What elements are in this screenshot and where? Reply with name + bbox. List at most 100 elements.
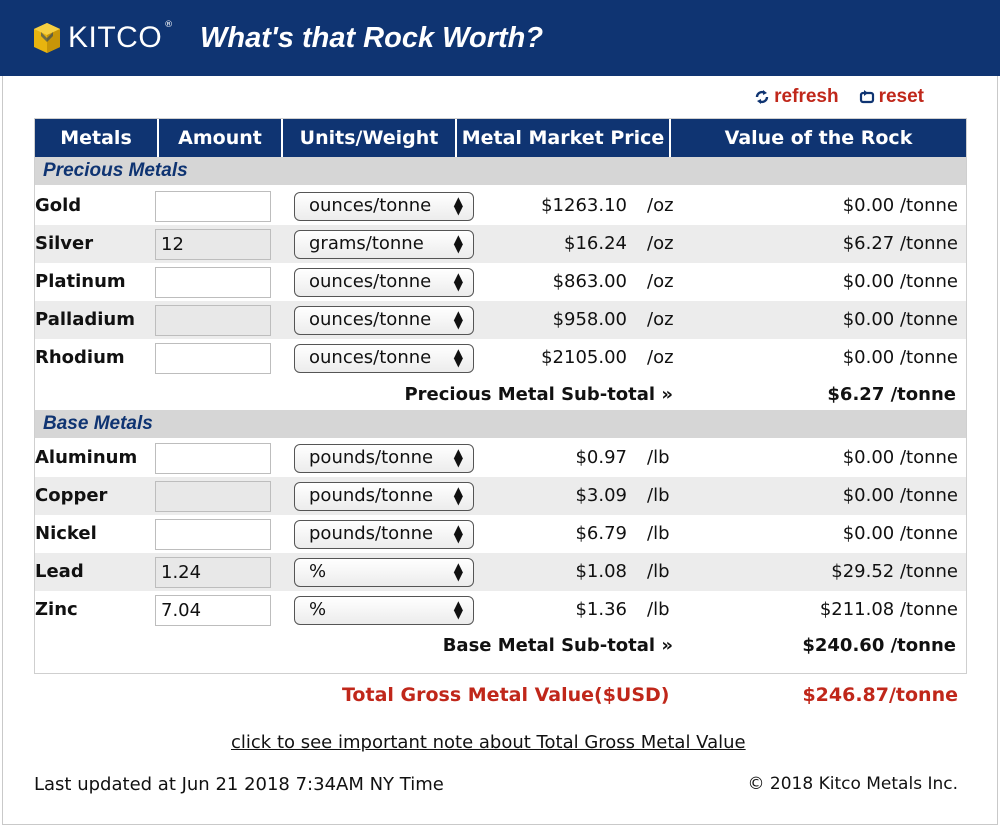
important-note-link[interactable]: click to see important note about Total …	[231, 732, 746, 753]
price-unit: /oz	[647, 309, 674, 330]
metal-name: Platinum	[35, 271, 126, 292]
units-select[interactable]: pounds/tonne ▲ ▼	[294, 482, 474, 511]
total-gross-label: Total Gross Metal Value($USD)	[342, 684, 670, 706]
precious-subtotal-label: Precious Metal Sub-total »	[404, 384, 673, 405]
refresh-link[interactable]: refresh	[754, 86, 839, 108]
select-arrows-icon: ▲ ▼	[453, 346, 463, 369]
table-row: Rhodium ounces/tonne ▲ ▼ $2105.00 /oz $0.0…	[35, 339, 966, 377]
price-unit: /oz	[647, 233, 674, 254]
last-updated-text: Last updated at Jun 21 2018 7:34AM NY Ti…	[34, 774, 444, 795]
amount-input[interactable]	[155, 267, 271, 298]
rock-value: $6.27 /tonne	[842, 233, 958, 254]
metals-table: Metals Amount Units/Weight Metal Market …	[34, 118, 967, 674]
page-title: What's that Rock Worth?	[200, 22, 544, 54]
table-row: Lead 1.24 % ▲ ▼ $1.08 /lb $29.52 /tonne	[35, 553, 966, 591]
app-header: KITCO ® What's that Rock Worth?	[0, 0, 1000, 76]
units-select[interactable]: grams/tonne ▲ ▼	[294, 230, 474, 259]
total-gross-value: $246.87/tonne	[802, 684, 958, 706]
market-price: $1263.10	[541, 195, 627, 216]
units-select[interactable]: ounces/tonne ▲ ▼	[294, 268, 474, 297]
amount-input[interactable]	[155, 305, 271, 336]
select-arrows-icon: ▲ ▼	[453, 194, 463, 217]
column-separator	[669, 119, 671, 157]
precious-subtotal-value: $6.27 /tonne	[827, 384, 956, 405]
column-separator	[455, 119, 457, 157]
amount-input[interactable]	[155, 343, 271, 374]
amount-input[interactable]	[155, 481, 271, 512]
metal-name: Silver	[35, 233, 94, 254]
market-price: $16.24	[564, 233, 627, 254]
metal-name: Gold	[35, 195, 82, 216]
market-price: $3.09	[575, 485, 627, 506]
select-arrows-icon: ▲ ▼	[453, 232, 463, 255]
reset-link[interactable]: reset	[859, 86, 924, 108]
column-header-units: Units/Weight	[283, 119, 455, 157]
units-select-value: %	[309, 561, 327, 582]
reset-label: reset	[878, 86, 924, 107]
rock-value: $0.00 /tonne	[842, 195, 958, 216]
rock-value: $0.00 /tonne	[842, 347, 958, 368]
copyright-text: © 2018 Kitco Metals Inc.	[747, 774, 959, 794]
market-price: $958.00	[552, 309, 627, 330]
price-unit: /lb	[647, 485, 670, 506]
metal-name: Copper	[35, 485, 108, 506]
section-header-precious: Precious Metals	[35, 157, 966, 185]
amount-input[interactable]: 1.24	[155, 557, 271, 588]
column-header-metals: Metals	[35, 119, 157, 157]
select-arrows-icon: ▲ ▼	[453, 598, 463, 621]
table-row: Silver 12 grams/tonne ▲ ▼ $16.24 /oz $6.27…	[35, 225, 966, 263]
price-unit: /lb	[647, 599, 670, 620]
metal-name: Nickel	[35, 523, 97, 544]
units-select-value: pounds/tonne	[309, 447, 434, 468]
market-price: $6.79	[575, 523, 627, 544]
units-select[interactable]: pounds/tonne ▲ ▼	[294, 444, 474, 473]
units-select[interactable]: ounces/tonne ▲ ▼	[294, 344, 474, 373]
amount-input[interactable]	[155, 443, 271, 474]
table-row: Nickel pounds/tonne ▲ ▼ $6.79 /lb $0.00 /t…	[35, 515, 966, 553]
refresh-label: refresh	[774, 86, 839, 107]
table-row: Palladium ounces/tonne ▲ ▼ $958.00 /oz $0.…	[35, 301, 966, 339]
section-header-base: Base Metals	[35, 410, 966, 438]
market-price: $1.36	[575, 599, 627, 620]
amount-input[interactable]	[155, 519, 271, 550]
amount-input[interactable]	[155, 191, 271, 222]
price-unit: /oz	[647, 347, 674, 368]
select-arrows-icon: ▲ ▼	[453, 484, 463, 507]
select-arrows-icon: ▲ ▼	[453, 522, 463, 545]
rock-value: $0.00 /tonne	[842, 523, 958, 544]
refresh-icon	[754, 89, 770, 105]
units-select-value: grams/tonne	[309, 233, 424, 254]
select-arrows-icon: ▲ ▼	[453, 308, 463, 331]
price-unit: /lb	[647, 523, 670, 544]
units-select[interactable]: ounces/tonne ▲ ▼	[294, 306, 474, 335]
units-select-value: pounds/tonne	[309, 485, 434, 506]
units-select[interactable]: % ▲ ▼	[294, 558, 474, 587]
units-select[interactable]: ounces/tonne ▲ ▼	[294, 192, 474, 221]
rock-value: $0.00 /tonne	[842, 447, 958, 468]
base-subtotal-value: $240.60 /tonne	[802, 635, 956, 656]
column-header-amount: Amount	[159, 119, 281, 157]
rock-value: $0.00 /tonne	[842, 271, 958, 292]
amount-input[interactable]: 12	[155, 229, 271, 260]
table-row: Copper pounds/tonne ▲ ▼ $3.09 /lb $0.00 /t…	[35, 477, 966, 515]
kitco-logo[interactable]: KITCO ®	[32, 18, 173, 58]
metal-name: Palladium	[35, 309, 135, 330]
table-row: Platinum ounces/tonne ▲ ▼ $863.00 /oz $0.0…	[35, 263, 966, 301]
rock-value: $0.00 /tonne	[842, 485, 958, 506]
logo-text: KITCO	[68, 21, 163, 54]
units-select[interactable]: pounds/tonne ▲ ▼	[294, 520, 474, 549]
column-header-price: Metal Market Price	[457, 119, 669, 157]
column-separator	[157, 119, 159, 157]
rock-value: $29.52 /tonne	[831, 561, 958, 582]
table-row: Aluminum pounds/tonne ▲ ▼ $0.97 /lb $0.00 …	[35, 439, 966, 477]
units-select-value: %	[309, 599, 327, 620]
market-price: $863.00	[552, 271, 627, 292]
base-subtotal-label: Base Metal Sub-total »	[442, 635, 673, 656]
units-select-value: ounces/tonne	[309, 309, 432, 330]
rock-value: $211.08 /tonne	[819, 599, 958, 620]
units-select[interactable]: % ▲ ▼	[294, 596, 474, 625]
market-price: $1.08	[575, 561, 627, 582]
table-row: Gold ounces/tonne ▲ ▼ $1263.10 /oz $0.00 /…	[35, 187, 966, 225]
amount-input[interactable]: 7.04	[155, 595, 271, 626]
price-unit: /lb	[647, 561, 670, 582]
